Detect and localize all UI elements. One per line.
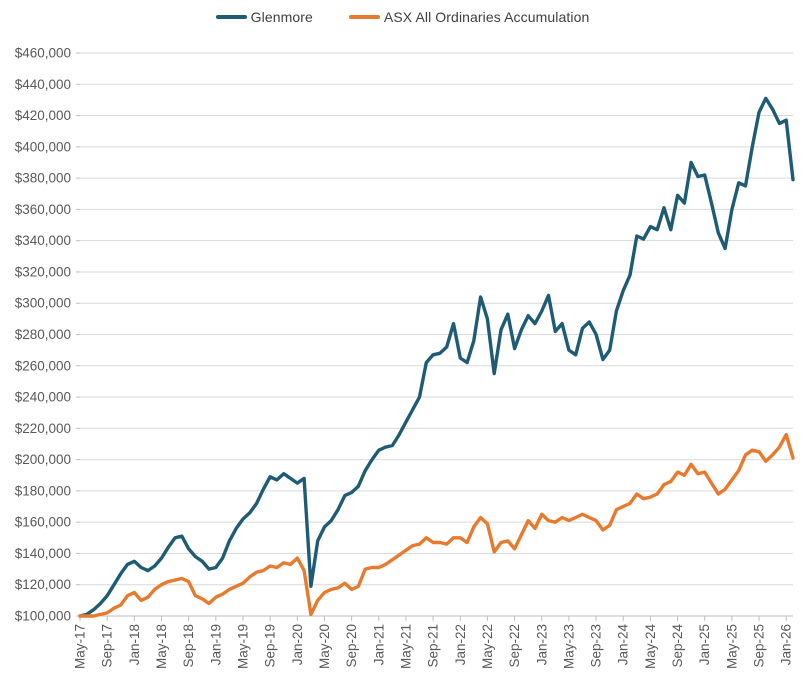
svg-text:Jan-18: Jan-18	[127, 624, 142, 665]
svg-text:Sep-17: Sep-17	[100, 624, 115, 668]
svg-text:$220,000: $220,000	[15, 421, 71, 436]
svg-text:Jan-26: Jan-26	[779, 624, 794, 665]
svg-text:May-21: May-21	[398, 624, 413, 669]
svg-text:May-23: May-23	[561, 624, 576, 669]
svg-text:$140,000: $140,000	[15, 546, 71, 561]
svg-text:$300,000: $300,000	[15, 296, 71, 311]
svg-text:Jan-25: Jan-25	[697, 624, 712, 665]
svg-text:Sep-24: Sep-24	[670, 624, 685, 668]
svg-text:$360,000: $360,000	[15, 202, 71, 217]
svg-text:$320,000: $320,000	[15, 264, 71, 279]
y-gridlines	[76, 52, 793, 617]
svg-text:$400,000: $400,000	[15, 139, 71, 154]
svg-text:Sep-19: Sep-19	[263, 624, 278, 668]
series-line-asx	[78, 432, 795, 618]
svg-text:$160,000: $160,000	[15, 515, 71, 530]
svg-text:May-20: May-20	[317, 624, 332, 669]
svg-text:$100,000: $100,000	[15, 609, 71, 624]
svg-text:Jan-19: Jan-19	[208, 624, 223, 665]
x-axis-labels: May-17 Sep-17 Jan-18 May-18 Sep-18 Jan-19 May-…	[73, 616, 794, 669]
svg-text:May-18: May-18	[154, 624, 169, 669]
svg-text:May-19: May-19	[235, 624, 250, 669]
svg-text:Sep-22: Sep-22	[507, 624, 522, 668]
svg-text:May-24: May-24	[643, 624, 658, 670]
svg-text:$120,000: $120,000	[15, 577, 71, 592]
svg-text:May-22: May-22	[480, 624, 495, 669]
svg-text:$440,000: $440,000	[15, 77, 71, 92]
svg-text:Sep-18: Sep-18	[181, 624, 196, 668]
svg-text:Jan-20: Jan-20	[290, 624, 305, 665]
svg-text:Sep-25: Sep-25	[752, 624, 767, 668]
svg-text:$260,000: $260,000	[15, 358, 71, 373]
svg-text:May-25: May-25	[724, 624, 739, 669]
svg-text:$280,000: $280,000	[15, 327, 71, 342]
svg-text:$200,000: $200,000	[15, 452, 71, 467]
y-axis-labels: $100,000 $120,000 $140,000 $160,000 $180,000…	[15, 46, 71, 624]
svg-text:Jan-24: Jan-24	[616, 624, 631, 666]
svg-text:Sep-21: Sep-21	[426, 624, 441, 668]
svg-text:Jan-22: Jan-22	[453, 624, 468, 665]
series-line-glenmore	[78, 96, 795, 618]
svg-text:Jan-23: Jan-23	[534, 624, 549, 665]
svg-text:$420,000: $420,000	[15, 108, 71, 123]
svg-text:$240,000: $240,000	[15, 390, 71, 405]
svg-text:$180,000: $180,000	[15, 483, 71, 498]
svg-text:Jan-21: Jan-21	[371, 624, 386, 665]
svg-text:$380,000: $380,000	[15, 171, 71, 186]
svg-text:May-17: May-17	[73, 624, 88, 669]
svg-text:$340,000: $340,000	[15, 233, 71, 248]
svg-text:Sep-20: Sep-20	[344, 624, 359, 668]
svg-text:$460,000: $460,000	[15, 46, 71, 61]
svg-text:Sep-23: Sep-23	[589, 624, 604, 668]
